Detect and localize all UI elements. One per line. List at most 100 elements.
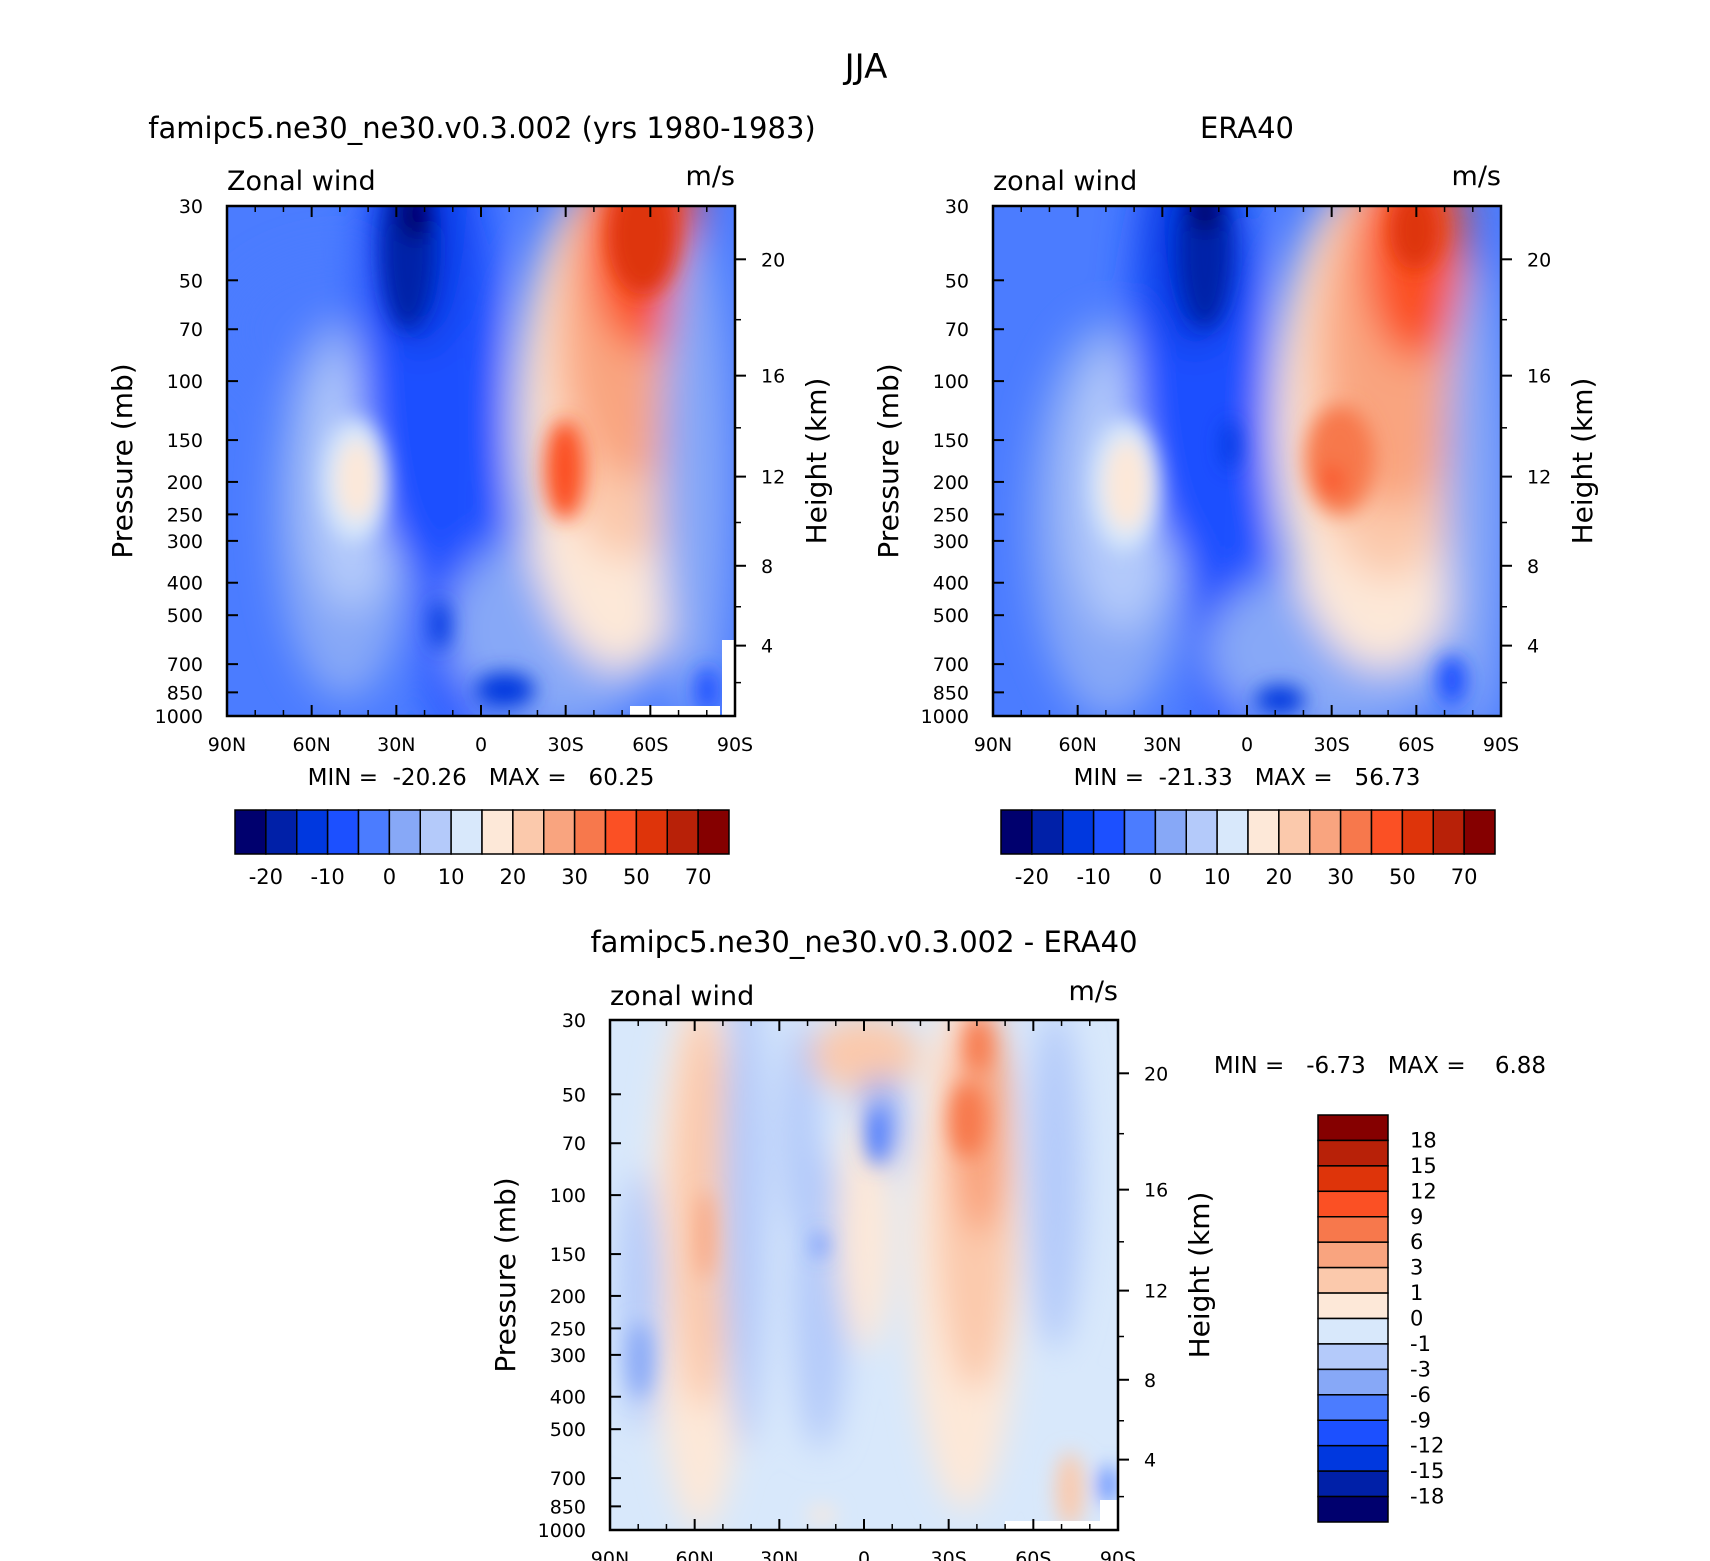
x-tick-label: 60S (1015, 1548, 1051, 1561)
y2-tick-label: 16 (1144, 1180, 1168, 1202)
y-tick-label: 200 (550, 1286, 586, 1308)
y2-tick-label: 4 (1527, 636, 1539, 658)
y-tick-label: 30 (562, 1010, 586, 1032)
colorbar-label: 20 (1266, 865, 1293, 889)
y-tick-label: 30 (945, 196, 969, 218)
x-tick-label: 90S (1100, 1548, 1136, 1561)
x-tick-label: 0 (858, 1548, 870, 1561)
y-tick-label: 100 (167, 371, 203, 393)
x-tick-label: 0 (1241, 734, 1253, 756)
colorbar-box (1317, 1317, 1389, 1345)
colorbar-label: -15 (1410, 1459, 1444, 1483)
colorbar-label: -3 (1410, 1357, 1431, 1381)
y-tick-label: 250 (933, 504, 969, 526)
colorbar-box (1317, 1216, 1389, 1243)
y-tick-label: 300 (933, 531, 969, 553)
colorbar-label: -10 (310, 865, 344, 889)
colorbar-label: -12 (1410, 1434, 1444, 1458)
y2-tick-label: 8 (761, 556, 773, 578)
y2-tick-label: 4 (761, 636, 773, 658)
colorbar-label: -18 (1410, 1485, 1444, 1509)
panel-diff-axes: 90N 60N 30N 0 30S 60S 90S 30 50 70 100 150 200 250 300… (538, 1010, 1169, 1561)
panel-diff-ylabel: Pressure (mb) (489, 1177, 522, 1372)
colorbar-box (1317, 1419, 1389, 1447)
colorbar-box (1339, 809, 1373, 855)
colorbar-box (1031, 809, 1064, 855)
colorbar-label: 10 (438, 865, 465, 889)
panel-diff-left-label: zonal wind (610, 981, 754, 1012)
x-tick-label: 90N (208, 734, 246, 756)
panel-model-left-label: Zonal wind (227, 166, 376, 197)
colorbar-label: 6 (1410, 1230, 1423, 1254)
x-tick-label: 30S (931, 1548, 967, 1561)
y-tick-label: 70 (562, 1133, 586, 1155)
x-tick-label: 30N (760, 1548, 798, 1561)
x-tick-label: 60N (675, 1548, 713, 1561)
panel-diff-field (610, 1020, 1118, 1530)
y-tick-label: 850 (167, 682, 203, 704)
colorbar-box (1317, 1190, 1389, 1218)
y2-tick-label: 16 (761, 366, 785, 388)
panel-obs-colorbar: -20 -10 0 10 20 30 50 70 (1000, 809, 1496, 889)
colorbar-box (1123, 809, 1157, 855)
y-tick-label: 150 (933, 430, 969, 452)
y-tick-label: 100 (550, 1185, 586, 1207)
colorbar-label: 30 (1327, 865, 1354, 889)
colorbar-box (604, 809, 638, 855)
colorbar-box (1247, 809, 1280, 855)
x-tick-label: 90N (974, 734, 1012, 756)
x-tick-label: 0 (475, 734, 487, 756)
x-tick-label: 30S (1314, 734, 1350, 756)
colorbar-label: 0 (383, 865, 396, 889)
colorbar-box (1216, 809, 1249, 855)
panel-model-colorbar: -20 -10 0 10 20 30 50 70 (234, 809, 730, 889)
y-tick-label: 70 (179, 319, 203, 341)
x-tick-label: 60N (1058, 734, 1096, 756)
colorbar-box (543, 809, 576, 855)
y2-tick-label: 20 (1527, 249, 1551, 271)
colorbar-label: 0 (1410, 1307, 1423, 1331)
colorbar-box (1401, 809, 1434, 855)
panel-obs-title: ERA40 (1200, 111, 1294, 145)
panel-diff-title: famipc5.ne30_ne30.v0.3.002 - ERA40 (590, 925, 1137, 959)
y-tick-label: 1000 (155, 706, 203, 728)
colorbar-label: 20 (500, 865, 527, 889)
panel-model-right-label: m/s (686, 161, 735, 192)
colorbar-box (450, 809, 483, 855)
y-tick-label: 250 (167, 504, 203, 526)
panel-obs-left-label: zonal wind (993, 166, 1137, 197)
colorbar-label: 15 (1410, 1154, 1437, 1178)
colorbar-box (666, 809, 699, 855)
colorbar-box (234, 809, 267, 855)
y2-tick-label: 12 (1527, 467, 1551, 489)
panel-obs-axes: 90N 60N 30N 0 30S 60S 90S 30 50 70 100 150 200 250 300… (921, 196, 1552, 756)
colorbar-box (1317, 1266, 1389, 1294)
y2-tick-label: 8 (1527, 556, 1539, 578)
panel-diff-y2label: Height (km) (1183, 1192, 1216, 1359)
colorbar-label: 18 (1410, 1128, 1437, 1152)
y-tick-label: 30 (179, 196, 203, 218)
colorbar-box (697, 809, 730, 855)
x-tick-label: 60S (1398, 734, 1434, 756)
y-tick-label: 150 (550, 1244, 586, 1266)
colorbar-label: 1 (1410, 1281, 1423, 1305)
y-tick-label: 100 (933, 371, 969, 393)
colorbar-box (1278, 809, 1311, 855)
panel-obs-right-label: m/s (1452, 161, 1501, 192)
x-tick-label: 90S (717, 734, 753, 756)
y-tick-label: 400 (933, 573, 969, 595)
colorbar-box (1317, 1495, 1389, 1523)
colorbar-label: 9 (1410, 1205, 1423, 1229)
panel-model-axes: 90N 60N 30N 0 30S 60S 90S 30 50 70 100 150 200 250 300… (155, 196, 786, 756)
colorbar-label: -9 (1410, 1408, 1431, 1432)
colorbar-box (1154, 809, 1187, 855)
colorbar-box (573, 809, 607, 855)
x-tick-label: 30S (548, 734, 584, 756)
colorbar-box (1317, 1343, 1389, 1371)
colorbar-label: -20 (249, 865, 283, 889)
panel-model: famipc5.ne30_ne30.v0.3.002 (yrs 1980-198… (106, 111, 833, 889)
y-tick-label: 70 (945, 319, 969, 341)
panel-model-y2label: Height (km) (800, 378, 833, 545)
panel-obs-y2label: Height (km) (1566, 378, 1599, 545)
